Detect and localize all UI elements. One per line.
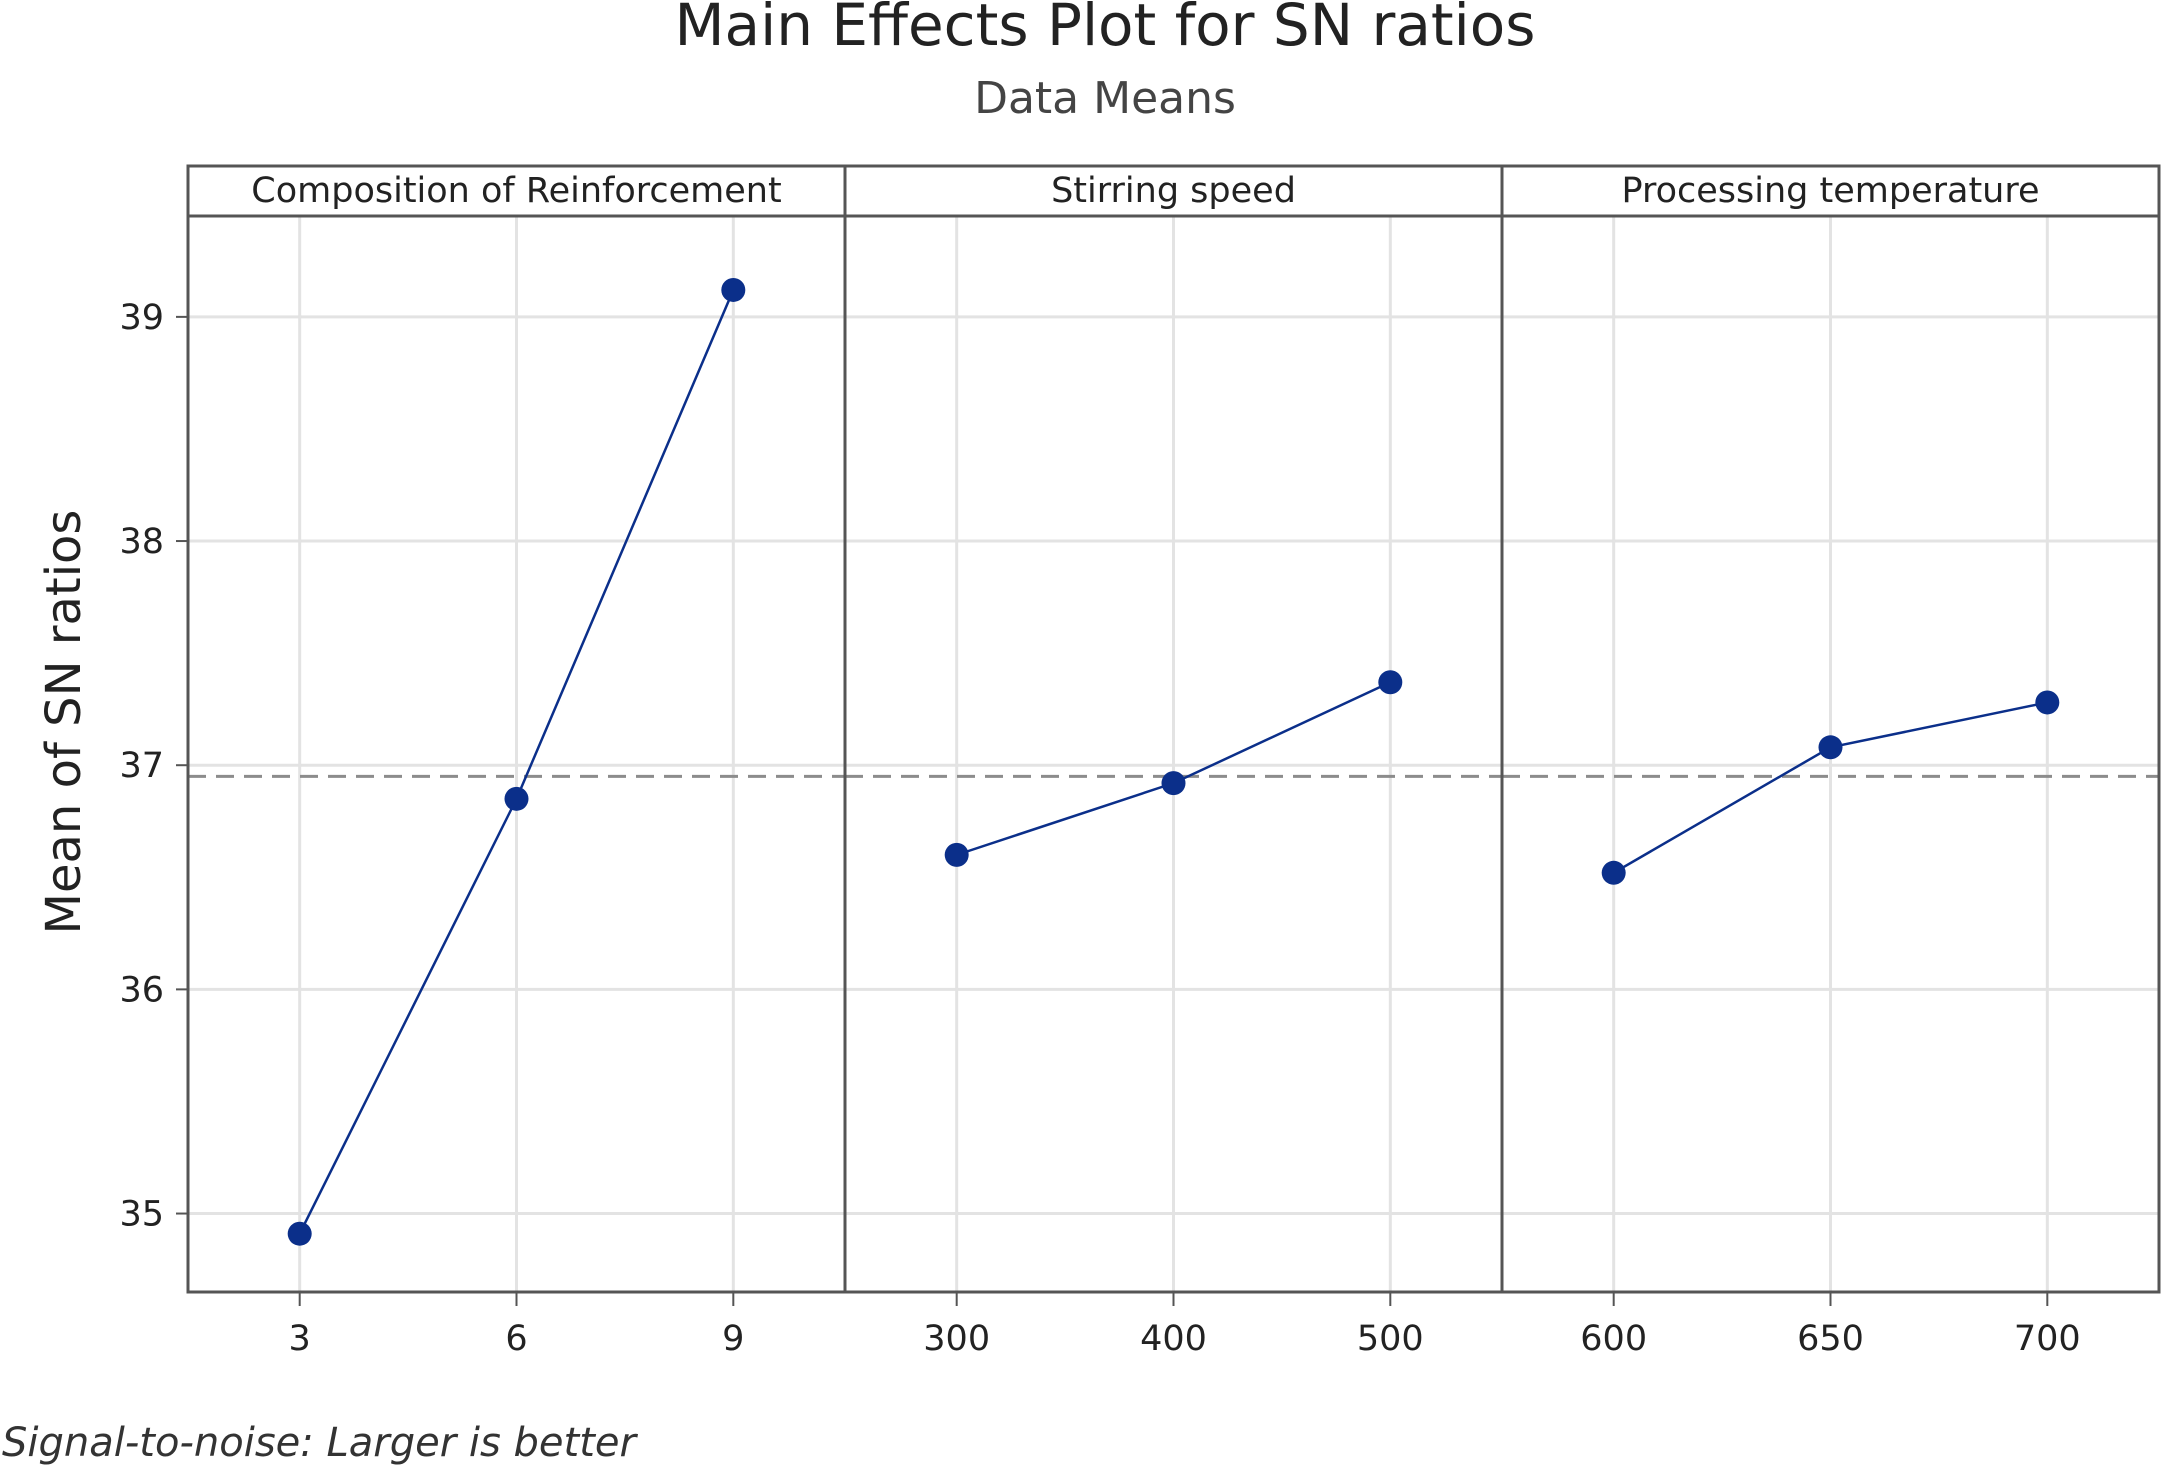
data-point — [287, 1221, 312, 1246]
data-point — [1818, 735, 1843, 760]
data-point — [1378, 670, 1403, 695]
data-point — [721, 277, 746, 302]
data-point — [2035, 690, 2060, 715]
footnote: Signal-to-noise: Larger is better — [2, 1420, 639, 1466]
y-tick-label: 38 — [119, 522, 164, 562]
x-tick-label: 400 — [1140, 1319, 1207, 1359]
x-tick-label: 500 — [1357, 1319, 1424, 1359]
x-tick-label: 650 — [1797, 1319, 1864, 1359]
data-point — [1161, 771, 1186, 796]
x-tick-label: 600 — [1580, 1319, 1647, 1359]
x-tick-label: 300 — [923, 1319, 990, 1359]
y-tick-label: 36 — [119, 970, 164, 1010]
data-point — [1601, 860, 1626, 885]
data-point — [944, 842, 969, 867]
panel-label: Composition of Reinforcement — [251, 171, 781, 211]
chart-title: Main Effects Plot for SN ratios — [675, 0, 1536, 59]
y-tick-label: 35 — [119, 1195, 164, 1235]
x-tick-label: 6 — [505, 1319, 527, 1359]
panel-label: Processing temperature — [1621, 171, 2039, 211]
x-tick-label: 700 — [2014, 1319, 2081, 1359]
panel-label: Stirring speed — [1051, 171, 1296, 211]
x-tick-label: 9 — [722, 1319, 744, 1359]
y-axis-label: Mean of SN ratios — [36, 510, 92, 935]
y-tick-label: 39 — [119, 298, 164, 338]
y-tick-label: 37 — [119, 746, 164, 786]
plot-frame — [186, 164, 2161, 1294]
data-point — [504, 786, 529, 811]
chart-subtitle: Data Means — [974, 73, 1236, 124]
x-tick-label: 3 — [289, 1319, 311, 1359]
